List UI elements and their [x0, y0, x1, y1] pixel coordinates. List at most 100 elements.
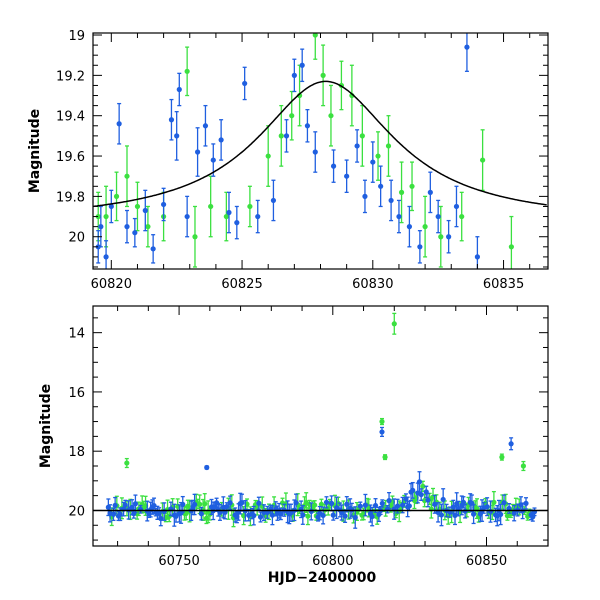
bottom-data-point: [406, 503, 412, 509]
bottom-outlier-point: [520, 463, 527, 469]
top-data-point: [161, 201, 167, 208]
bottom-data-point: [192, 501, 198, 508]
bottom-data-point: [484, 504, 490, 510]
bottom-data-point: [112, 502, 118, 509]
top-data-point: [378, 183, 384, 189]
top-data-point: [132, 230, 138, 236]
top-data-point: [312, 149, 318, 155]
top-data-point: [385, 143, 392, 149]
bottom-data-point: [342, 513, 348, 519]
top-data-point: [480, 157, 486, 163]
bottom-data-point: [180, 501, 186, 507]
bot-y-tick-label: 20: [68, 504, 85, 519]
top-data-point: [299, 62, 305, 68]
top-data-point: [409, 183, 415, 189]
top-data-point: [234, 220, 240, 226]
bottom-data-point: [362, 502, 368, 508]
bottom-data-point: [372, 502, 379, 509]
top-data-point: [427, 189, 433, 195]
bottom-data-point: [308, 508, 314, 514]
top-frame: [92, 32, 549, 270]
top-data-point: [168, 117, 175, 123]
bottom-data-point: [344, 501, 350, 507]
bottom-data-point: [418, 491, 424, 498]
bottom-data-point: [198, 511, 204, 517]
top-data-point: [370, 159, 376, 165]
bottom-data-point: [320, 512, 326, 519]
x-axis-label: HJD−2400000: [268, 570, 377, 586]
bot-y-tick-label: 18: [68, 445, 85, 460]
top-data-point: [103, 213, 109, 220]
top-data-point: [145, 224, 151, 230]
top-data-point: [98, 224, 104, 230]
top-data-point: [312, 33, 318, 38]
bottom-data-point: [394, 503, 401, 509]
top-data-point: [265, 153, 271, 159]
bottom-data-point: [239, 500, 245, 506]
bottom-green-series: [109, 312, 533, 528]
bottom-blue-series: [105, 426, 538, 529]
bottom-data-point: [420, 483, 426, 489]
top-data-point: [320, 72, 326, 78]
bottom-data-point: [224, 504, 230, 510]
bottom-x-tick-labels: 60750 60800 60850: [158, 554, 507, 569]
top-data-point: [255, 213, 261, 220]
top-x-tick-label: 60830: [352, 277, 393, 292]
bottom-outlier-point: [379, 429, 385, 435]
bottom-data-point: [305, 513, 311, 519]
bottom-data-point: [293, 500, 299, 506]
top-data-point: [375, 153, 381, 159]
bottom-data-point: [251, 513, 257, 519]
bottom-outlier-point: [124, 460, 130, 466]
top-data-point: [194, 149, 201, 155]
bottom-data-point: [122, 502, 128, 508]
bottom-outlier-point: [379, 418, 385, 425]
top-data-point: [247, 203, 253, 210]
top-data-point: [464, 44, 470, 50]
top-data-point: [446, 234, 452, 240]
bottom-data-point: [256, 500, 262, 506]
top-data-point: [438, 234, 444, 240]
top-data-point: [328, 113, 334, 119]
bottom-data-point: [352, 514, 358, 521]
top-data-point: [116, 121, 122, 127]
top-data-point: [396, 213, 402, 220]
top-data-point: [291, 72, 297, 78]
top-data-point: [174, 133, 180, 139]
bottom-data-point: [158, 515, 164, 522]
top-y-tick-labels: 19 19.2 19.4 19.6 19.8 20: [56, 29, 85, 246]
top-data-point: [124, 173, 130, 179]
top-data-point: [270, 197, 277, 204]
bottom-panel: 60750 60800 60850 14 16 18 20 Magnitude HJD−2…: [38, 305, 549, 586]
top-data-point: [242, 80, 248, 87]
bot-x-tick-label: 60750: [158, 554, 199, 569]
top-data-point: [417, 244, 423, 250]
top-green-series: [95, 33, 514, 269]
top-data-point: [508, 244, 514, 250]
top-y-tick-label: 19: [68, 29, 85, 44]
top-data-point: [223, 213, 229, 220]
top-data-point: [359, 133, 365, 139]
top-x-tick-label: 60820: [91, 277, 132, 292]
top-data-point: [388, 197, 394, 204]
top-data-point: [435, 213, 441, 220]
bottom-data-point: [323, 499, 330, 505]
top-data-point: [330, 163, 337, 169]
top-data-point: [406, 224, 413, 230]
bottom-data-point: [357, 503, 363, 509]
bottom-data-point: [257, 514, 264, 520]
bottom-outlier-point: [382, 454, 388, 460]
bottom-data-point: [491, 499, 497, 505]
bottom-data-point: [511, 510, 517, 516]
bottom-data-point: [117, 511, 123, 517]
bottom-data-point: [339, 509, 345, 516]
bottom-data-point: [416, 479, 423, 485]
bottom-data-point: [462, 508, 468, 514]
bottom-data-point: [227, 500, 233, 506]
top-y-axis-label: Magnitude: [27, 109, 43, 193]
top-data-point: [422, 224, 428, 230]
bot-x-tick-label: 60800: [312, 554, 353, 569]
top-data-point: [134, 203, 141, 210]
top-data-point: [474, 254, 480, 260]
bottom-data-point: [432, 501, 438, 507]
